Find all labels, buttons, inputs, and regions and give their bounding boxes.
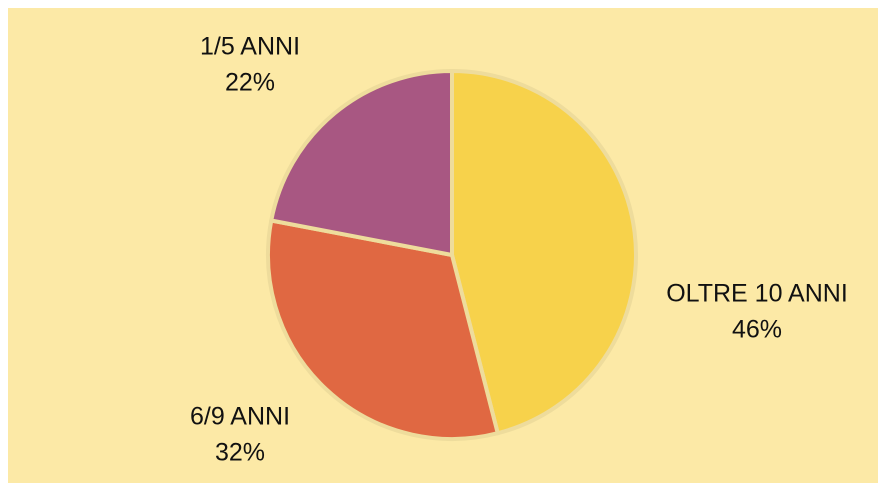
slice-label: 1/5 ANNI <box>200 33 300 61</box>
pie-slice <box>450 69 638 436</box>
slice-value-label: 22% <box>225 69 275 97</box>
pie-slice <box>269 69 454 257</box>
slice-label: OLTRE 10 ANNI <box>666 280 848 308</box>
slice-label: 6/9 ANNI <box>190 403 290 431</box>
slice-value-label: 32% <box>215 439 265 467</box>
slice-value-label: 46% <box>732 316 782 344</box>
pie-slice <box>266 218 500 441</box>
